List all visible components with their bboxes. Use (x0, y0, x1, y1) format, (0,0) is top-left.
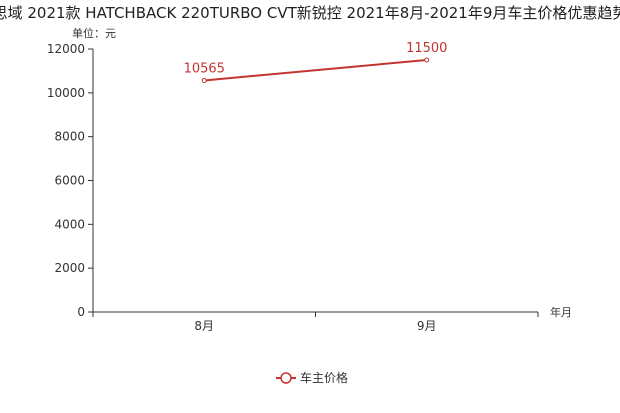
x-tick-label: 8月 (194, 319, 214, 333)
data-point[interactable] (424, 57, 430, 63)
x-axis-name: 年月 (550, 305, 572, 319)
data-label: 11500 (406, 41, 447, 56)
legend-marker-icon (280, 372, 292, 384)
y-axis-ticks: 0 2000 4000 6000 8000 10000 12000 (47, 42, 93, 319)
y-axis-unit-label: 单位：元 (72, 26, 116, 40)
series-line (204, 58, 427, 82)
data-label: 10565 (184, 61, 225, 76)
x-axis-ticks: 8月 9月 (92, 312, 539, 333)
chart-title: 思域 2021款 HATCHBACK 220TURBO CVT新锐控 2021年… (0, 4, 620, 22)
legend-label: 车主价格 (300, 370, 348, 385)
y-tick-label: 4000 (54, 217, 85, 231)
data-point[interactable] (201, 77, 207, 83)
legend[interactable]: 车主价格 (276, 370, 348, 385)
y-tick-label: 2000 (54, 261, 85, 275)
y-tick-label: 12000 (47, 42, 85, 56)
y-tick-label: 0 (77, 305, 85, 319)
x-tick-label: 9月 (417, 319, 437, 333)
y-tick-label: 8000 (54, 130, 85, 144)
y-tick-label: 10000 (47, 86, 85, 100)
series-layer: 10565 11500 (184, 41, 447, 83)
y-tick-label: 6000 (54, 174, 85, 188)
